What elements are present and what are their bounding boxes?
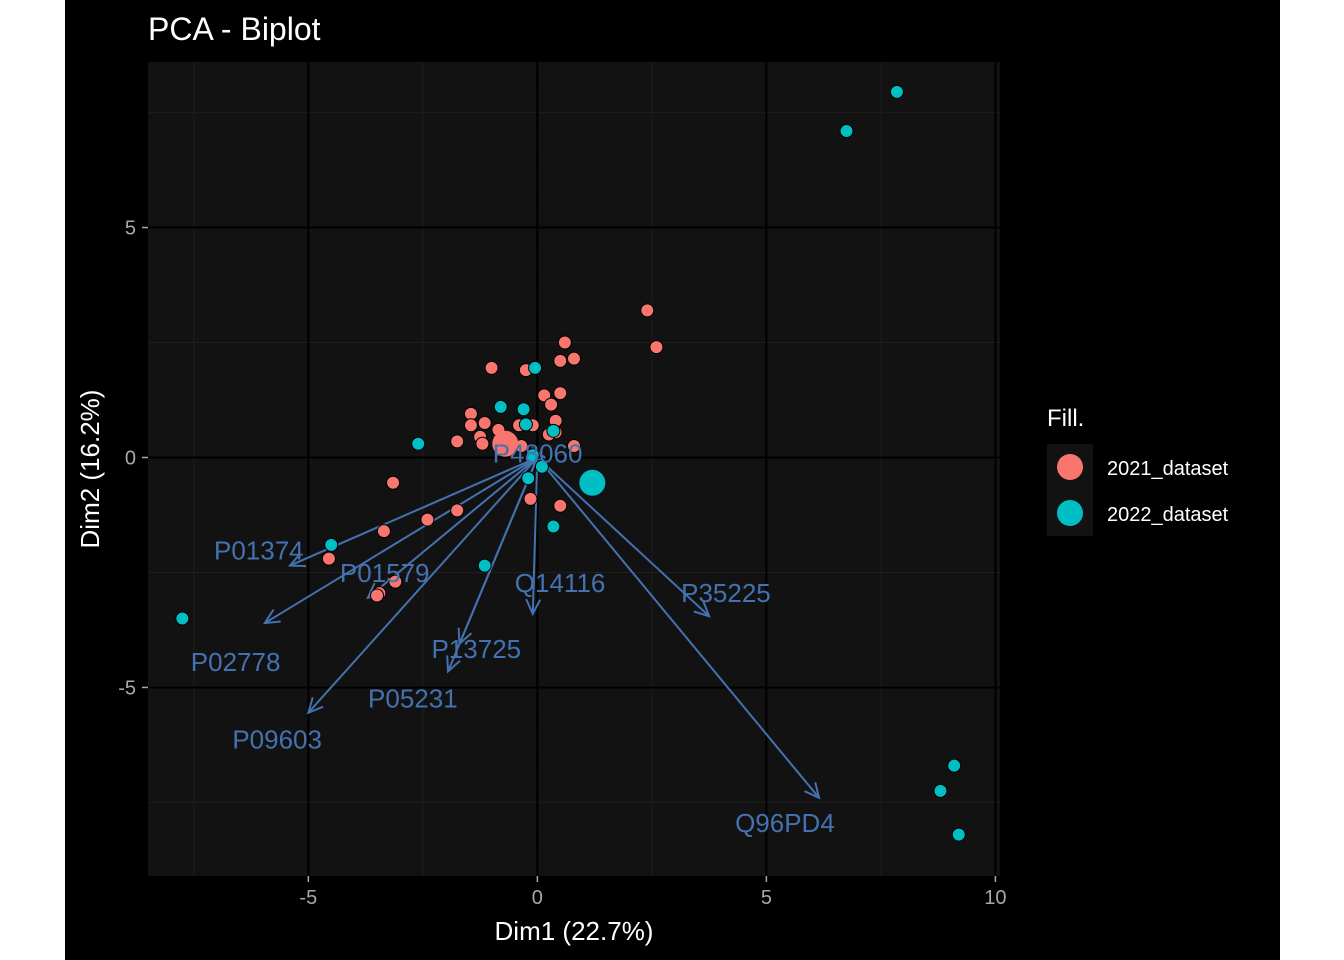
point-2021-dataset	[386, 475, 401, 490]
point-2021-dataset	[376, 524, 391, 539]
point-2022-dataset	[493, 399, 508, 414]
variable-label-p35225: P35225	[681, 578, 771, 608]
variable-arrow-q96pd4	[536, 456, 821, 800]
point-2022-dataset	[951, 827, 966, 842]
point-2021-dataset	[553, 386, 568, 401]
y-axis-title: Dim2 (16.2%)	[75, 390, 105, 549]
point-2021-dataset	[477, 416, 492, 431]
x-axis-title: Dim1 (22.7%)	[495, 916, 654, 946]
point-2022-dataset	[518, 417, 533, 432]
variable-label-q14116: Q14116	[515, 568, 606, 598]
point-2021-dataset	[484, 360, 499, 375]
point-2022-dataset	[477, 558, 492, 573]
point-2021-dataset	[388, 574, 403, 589]
point-2021-dataset	[553, 353, 568, 368]
variable-label-p01374: P01374	[214, 536, 304, 566]
variable-label-p13725: P13725	[431, 634, 521, 664]
variable-label-p05231: P05231	[368, 683, 458, 713]
x-tick-label: -5	[299, 887, 317, 909]
point-2021-dataset	[463, 418, 478, 433]
point-2022-dataset	[525, 448, 540, 463]
plot-background: P48060 P01374 P02778 P01579 P09603 P05231 P137…	[65, 0, 1280, 960]
point-2022-dataset	[175, 611, 190, 626]
pca-biplot-chart: P48060 P01374 P02778 P01579 P09603 P05231 P137…	[75, 11, 1229, 946]
point-2021-dataset	[450, 434, 465, 449]
variable-label-p09603: P09603	[232, 725, 322, 755]
point-2022-dataset	[889, 84, 904, 99]
data-points	[175, 84, 966, 842]
y-tick-label: 0	[125, 448, 136, 470]
point-2021-dataset	[544, 397, 559, 412]
variable-arrow-p02778	[262, 456, 538, 625]
point-2022-dataset	[411, 436, 426, 451]
point-2021-dataset	[321, 551, 336, 566]
variable-label-p48060: P48060	[493, 438, 583, 468]
variable-arrow-p13725	[457, 457, 539, 646]
point-2022-dataset	[534, 459, 549, 474]
point-2021-dataset	[450, 503, 465, 518]
legend-label-2021: 2021_dataset	[1107, 458, 1229, 480]
variable-arrow-q14116	[525, 457, 542, 617]
axis-ticks: -5 0 5 10 -5 0 5	[118, 218, 1006, 909]
variable-arrow-p09603	[306, 456, 539, 715]
variable-label-p01579: P01579	[340, 558, 430, 588]
variable-label-q96pd4: Q96PD4	[735, 808, 835, 838]
point-2022-dataset	[521, 471, 536, 486]
legend-key-2021	[1057, 454, 1083, 480]
centroid-2022-dataset	[579, 469, 606, 496]
point-2021-dataset	[420, 512, 435, 527]
point-2021-dataset	[475, 436, 490, 451]
x-tick-label: 10	[984, 887, 1006, 909]
point-2021-dataset	[557, 335, 572, 350]
point-2022-dataset	[528, 360, 543, 375]
plot-panel	[148, 62, 1000, 876]
legend-label-2022: 2022_dataset	[1107, 504, 1229, 526]
point-2022-dataset	[546, 519, 561, 534]
point-2021-dataset	[567, 351, 581, 366]
y-tick-label: -5	[118, 677, 136, 699]
variable-arrows	[262, 446, 821, 800]
point-2022-dataset	[933, 783, 948, 798]
centroid-2021-dataset	[492, 430, 519, 457]
point-2021-dataset	[649, 340, 664, 355]
variable-labels: P48060 P01374 P02778 P01579 P09603 P05231 P137…	[191, 438, 835, 838]
variable-label-p02778: P02778	[191, 647, 281, 677]
point-2021-dataset	[370, 588, 385, 603]
point-2022-dataset	[839, 123, 854, 138]
point-2021-dataset	[640, 303, 655, 318]
legend-title: Fill.	[1047, 405, 1084, 432]
y-tick-label: 5	[125, 218, 136, 240]
point-2022-dataset	[516, 402, 531, 417]
legend: Fill. 2021_dataset 2022_dataset	[1047, 405, 1229, 536]
point-2021-dataset	[523, 491, 538, 506]
x-tick-label: 0	[532, 887, 543, 909]
legend-key-2022	[1057, 500, 1083, 526]
point-2022-dataset	[546, 423, 561, 438]
variable-arrow-p35225	[536, 456, 711, 618]
point-2022-dataset	[324, 537, 339, 552]
x-tick-label: 5	[761, 887, 772, 909]
point-2021-dataset	[567, 439, 581, 454]
point-2022-dataset	[947, 758, 962, 773]
chart-title: PCA - Biplot	[148, 11, 321, 47]
point-2021-dataset	[553, 498, 568, 513]
